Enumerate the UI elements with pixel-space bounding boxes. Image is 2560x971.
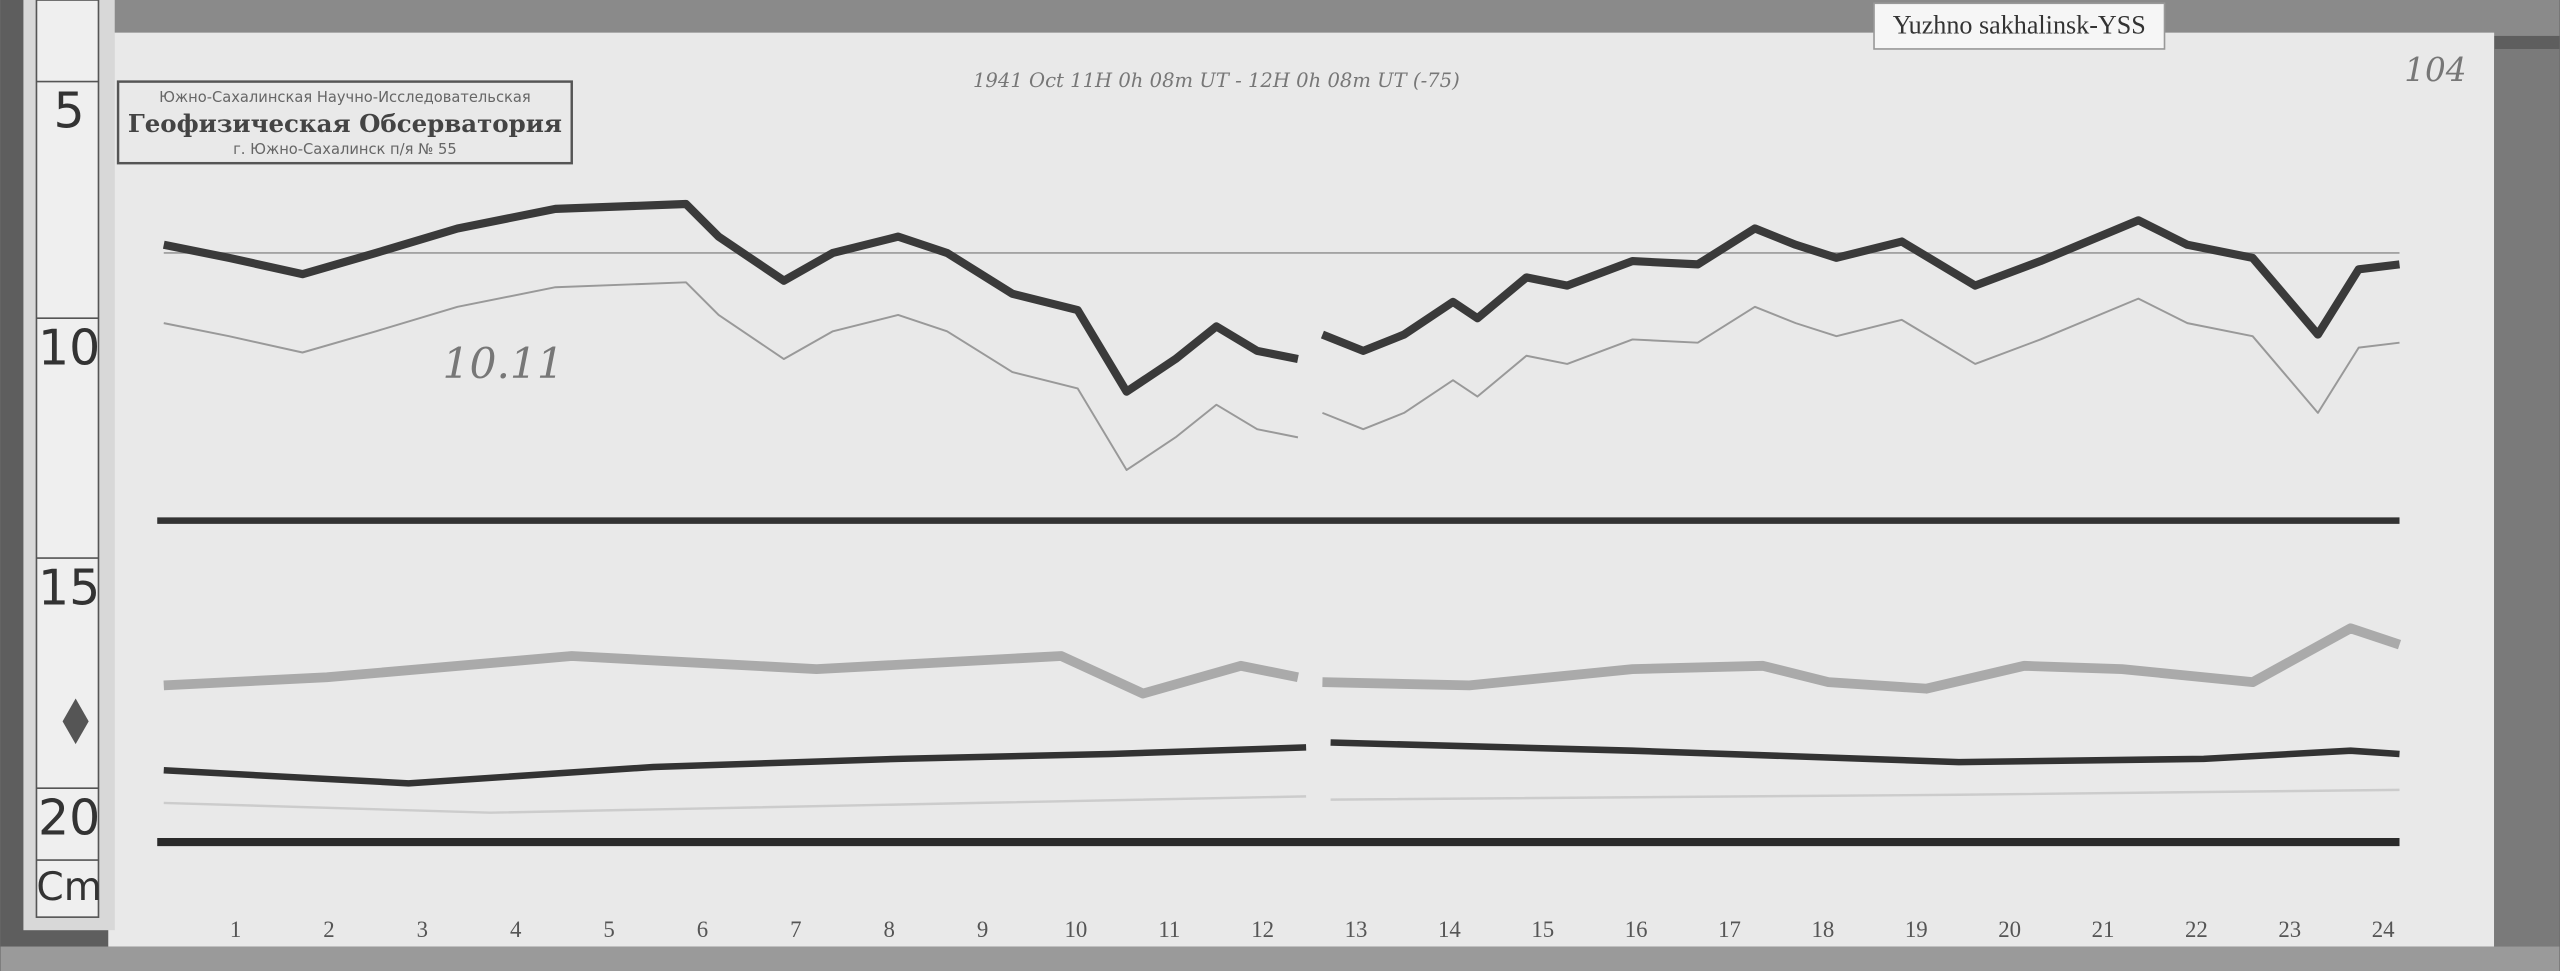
label-tag-card [1873, 2, 2166, 50]
hour-label: 17 [1718, 917, 1741, 942]
hour-label: 4 [510, 917, 522, 942]
hour-scale: 1 2 3 4 5 6 7 8 9 10 11 12 13 14 15 16 17 18 19 20 21 22 23 24 [230, 917, 2395, 942]
paper [108, 32, 2495, 947]
date-note: 1941 Oct 11H 0h 08m UT - 12H 0h 08m UT (… [973, 69, 1460, 92]
hour-label: 18 [1812, 917, 1835, 942]
hour-label: 14 [1438, 917, 1461, 942]
hour-label: 12 [1251, 917, 1274, 942]
hour-label: 21 [2092, 917, 2115, 942]
hour-label: 20 [1998, 917, 2021, 942]
annotation: 10.11 [442, 340, 563, 389]
hour-label: 15 [1531, 917, 1554, 942]
traces [157, 199, 2402, 847]
hour-label: 16 [1625, 917, 1648, 942]
stamp-box [116, 80, 573, 165]
ruler-mark: 15 [38, 559, 100, 616]
stamp-line: Южно-Сахалинская Научно-Исследовательска… [159, 89, 531, 106]
ruler-mark: 10 [38, 319, 100, 376]
ruler-diamond [62, 698, 89, 745]
stamp-line: г. Южно-Сахалинск п/я № 55 [233, 141, 457, 158]
hour-label: 10 [1065, 917, 1088, 942]
hour-label: 1 [230, 917, 241, 942]
hour-label: 5 [603, 917, 614, 942]
ruler-mark: 5 [54, 83, 85, 140]
trace-d [163, 623, 2402, 699]
hour-label: 9 [977, 917, 988, 942]
trace-h [162, 199, 2400, 396]
hour-label: 24 [2372, 917, 2395, 942]
trace-z [163, 739, 2400, 787]
hour-label: 23 [2278, 917, 2301, 942]
top-board [114, 0, 2560, 36]
hour-label: 3 [417, 917, 428, 942]
hour-label: 8 [883, 917, 894, 942]
label-tag: Yuzhno sakhalinsk-YSS [1893, 11, 2146, 40]
ruler-unit: Cm [36, 865, 101, 910]
hour-label: 2 [323, 917, 334, 942]
hour-label: 13 [1345, 917, 1368, 942]
hour-label: 7 [790, 917, 801, 942]
hour-label: 6 [697, 917, 708, 942]
ruler-marks: 5 10 15 20 Cm [36, 80, 102, 910]
ruler-mark: 20 [38, 789, 100, 846]
hour-label: 19 [1905, 917, 1928, 942]
trace-h-thin [163, 281, 2400, 471]
trace-z-thin [163, 788, 2400, 814]
hour-label: 22 [2185, 917, 2208, 942]
stamp-line: Геофизическая Обсерватория [128, 109, 562, 138]
ruler-face [35, 0, 100, 918]
bottom-edge [0, 946, 2560, 971]
hour-label: 11 [1158, 917, 1180, 942]
right-edge [2494, 48, 2560, 947]
sheet-number: 104 [2404, 51, 2466, 89]
